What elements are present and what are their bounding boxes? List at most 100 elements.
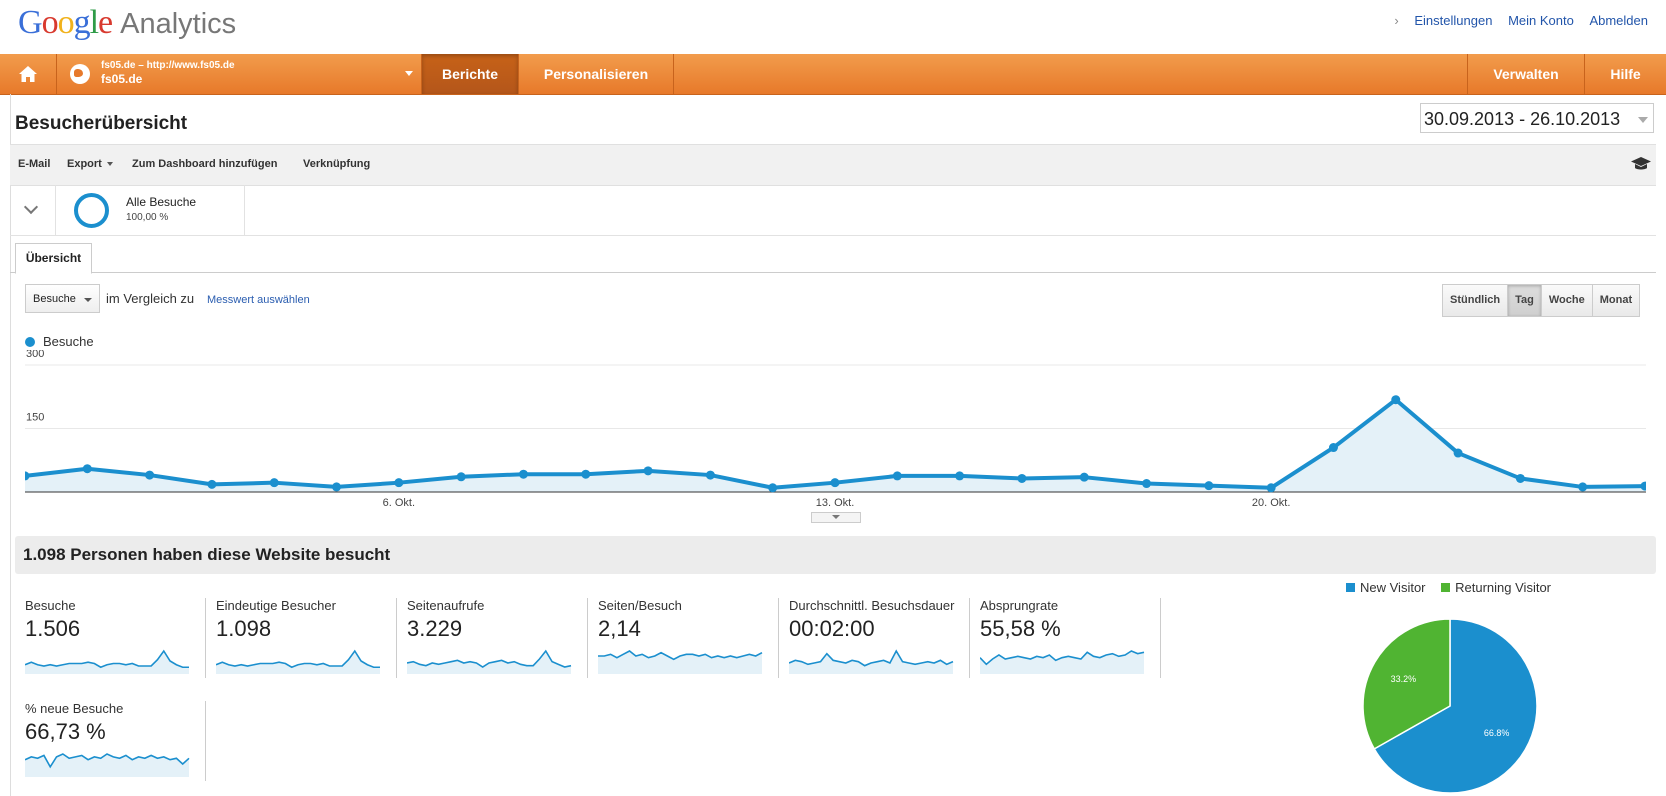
chevron-down-icon [1638, 117, 1648, 123]
pie-legend: New Visitor Returning Visitor [1346, 580, 1551, 595]
legend-swatch [1346, 583, 1355, 592]
data-point [207, 479, 217, 489]
content-border [10, 94, 11, 796]
legend-swatch [1441, 583, 1451, 592]
sparkline-line [25, 753, 190, 769]
granularity-hourly[interactable]: Stündlich [1443, 285, 1509, 316]
stat-label: % neue Besuche [25, 701, 124, 716]
segment-percent: 100,00 % [126, 212, 169, 223]
stat-label: Eindeutige Besucher [216, 598, 336, 613]
sparkline-line [216, 649, 380, 669]
google-analytics-logo[interactable]: Google Analytics [18, 4, 236, 42]
stat-visits[interactable]: Besuche 1.506 [25, 598, 206, 678]
settings-link[interactable]: Einstellungen [1414, 13, 1493, 28]
visitor-type-pie-chart[interactable]: 66.8% 33.2% [1362, 612, 1552, 796]
data-point [1640, 481, 1646, 491]
shortcut-label: Verknüpfung [303, 158, 371, 170]
stat-value: 00:02:00 [789, 616, 875, 641]
tab-customize[interactable]: Personalisieren [519, 54, 674, 94]
stat-avg-visit-duration[interactable]: Durchschnittl. Besuchsdauer 00:02:00 [789, 598, 970, 678]
data-point [1578, 482, 1588, 492]
sparkline-area [980, 651, 1144, 674]
pie-slice-label: 33.2% [1391, 674, 1417, 684]
stat-value: 1.506 [25, 616, 81, 641]
chart-legend: Besuche [25, 334, 94, 349]
compare-label: im Vergleich zu [106, 291, 195, 306]
add-to-dashboard-button[interactable]: Zum Dashboard hinzufügen [132, 158, 277, 170]
data-point [82, 464, 92, 474]
date-range-picker[interactable]: 30.09.2013 - 26.10.2013 [1420, 103, 1654, 133]
sparkline-line [25, 649, 189, 669]
email-button[interactable]: E-Mail [18, 158, 50, 170]
sparkline-area [25, 651, 189, 674]
data-point [1328, 443, 1338, 453]
data-point [581, 469, 591, 479]
chevron-down-icon [405, 71, 413, 76]
sparkline [25, 753, 190, 777]
metric-select[interactable]: Besuche [25, 284, 100, 313]
segment-toggle-button[interactable] [10, 185, 56, 235]
data-point [1204, 481, 1214, 491]
data-point [768, 483, 778, 493]
sparkline-area [25, 754, 189, 777]
education-icon[interactable] [1630, 156, 1652, 172]
shortcut-button[interactable]: Verknüpfung [303, 158, 370, 170]
summary-header: 1.098 Personen haben diese Website besuc… [15, 536, 1656, 574]
logout-link[interactable]: Abmelden [1589, 13, 1648, 28]
select-metric-link[interactable]: Messwert auswählen [207, 294, 310, 306]
stat-value: 3.229 [407, 616, 463, 641]
tab-overview[interactable]: Übersicht [15, 243, 92, 274]
segment-all-visits[interactable]: Alle Besuche 100,00 % [56, 185, 245, 235]
sparkline [25, 649, 189, 674]
granularity-switch: Stündlich Tag Woche Monat [1442, 284, 1641, 317]
data-point [1453, 448, 1463, 458]
stat-pages-per-visit[interactable]: Seiten/Besuch 2,14 [598, 598, 779, 678]
stat-label: Durchschnittl. Besuchsdauer [789, 598, 955, 613]
property-selector[interactable]: fs05.de – http://www.fs05.de fs05.de [57, 54, 422, 94]
data-point [892, 471, 902, 481]
stat-unique-visitors[interactable]: Eindeutige Besucher 1.098 [216, 598, 397, 678]
data-point [1142, 479, 1152, 489]
export-label: Export [67, 158, 102, 170]
home-button[interactable] [0, 54, 57, 94]
my-account-link[interactable]: Mein Konto [1508, 13, 1574, 28]
y-tick-label: 150 [26, 412, 44, 424]
tab-help[interactable]: Hilfe [1610, 66, 1641, 82]
summary-title: 1.098 Personen haben diese Website besuc… [23, 545, 391, 564]
sparkline [789, 649, 954, 674]
stat-label: Seiten/Besuch [598, 598, 682, 613]
top-header: Google Analytics › Einstellungen Mein Kon… [0, 0, 1666, 54]
report-toolbar: E-Mail Export Zum Dashboard hinzufügen V… [10, 144, 1656, 186]
legend-dot [25, 337, 35, 347]
pie-slice-new-visitor [1373, 618, 1538, 794]
stat-value: 2,14 [598, 616, 641, 641]
tab-admin[interactable]: Verwalten [1468, 54, 1585, 94]
sparkline [598, 650, 763, 674]
sparkline-line [980, 650, 1145, 666]
granularity-month[interactable]: Monat [1592, 285, 1640, 316]
data-point [269, 478, 279, 488]
data-point [1017, 473, 1027, 483]
x-tick-label: 6. Okt. [383, 497, 415, 509]
x-tick-label: 13. Okt. [816, 497, 855, 509]
pie-slice-returning-visitor [1362, 618, 1451, 750]
granularity-week[interactable]: Woche [1541, 285, 1593, 316]
sparkline [216, 649, 380, 674]
export-button[interactable]: Export [67, 158, 113, 170]
stat-label: Besuche [25, 598, 76, 613]
email-label: E-Mail [18, 158, 51, 170]
tab-reports[interactable]: Berichte [422, 54, 519, 94]
data-point [145, 470, 155, 480]
data-point [830, 478, 840, 488]
stat-value: 1.098 [216, 616, 272, 641]
property-name: fs05.de [101, 72, 143, 86]
data-point [643, 466, 653, 476]
chart-resize-handle[interactable] [811, 512, 861, 523]
sparkline-area [216, 651, 380, 674]
granularity-day[interactable]: Tag [1508, 285, 1542, 316]
data-point [1079, 472, 1089, 482]
stat-new-visits-percent[interactable]: % neue Besuche 66,73 % [25, 701, 206, 781]
stat-bounce-rate[interactable]: Absprungrate 55,58 % [980, 598, 1161, 678]
stat-pageviews[interactable]: Seitenaufrufe 3.229 [407, 598, 588, 678]
visits-line-chart[interactable]: 300 150 6. Okt. 13. Okt. 20. Okt. [25, 350, 1646, 510]
